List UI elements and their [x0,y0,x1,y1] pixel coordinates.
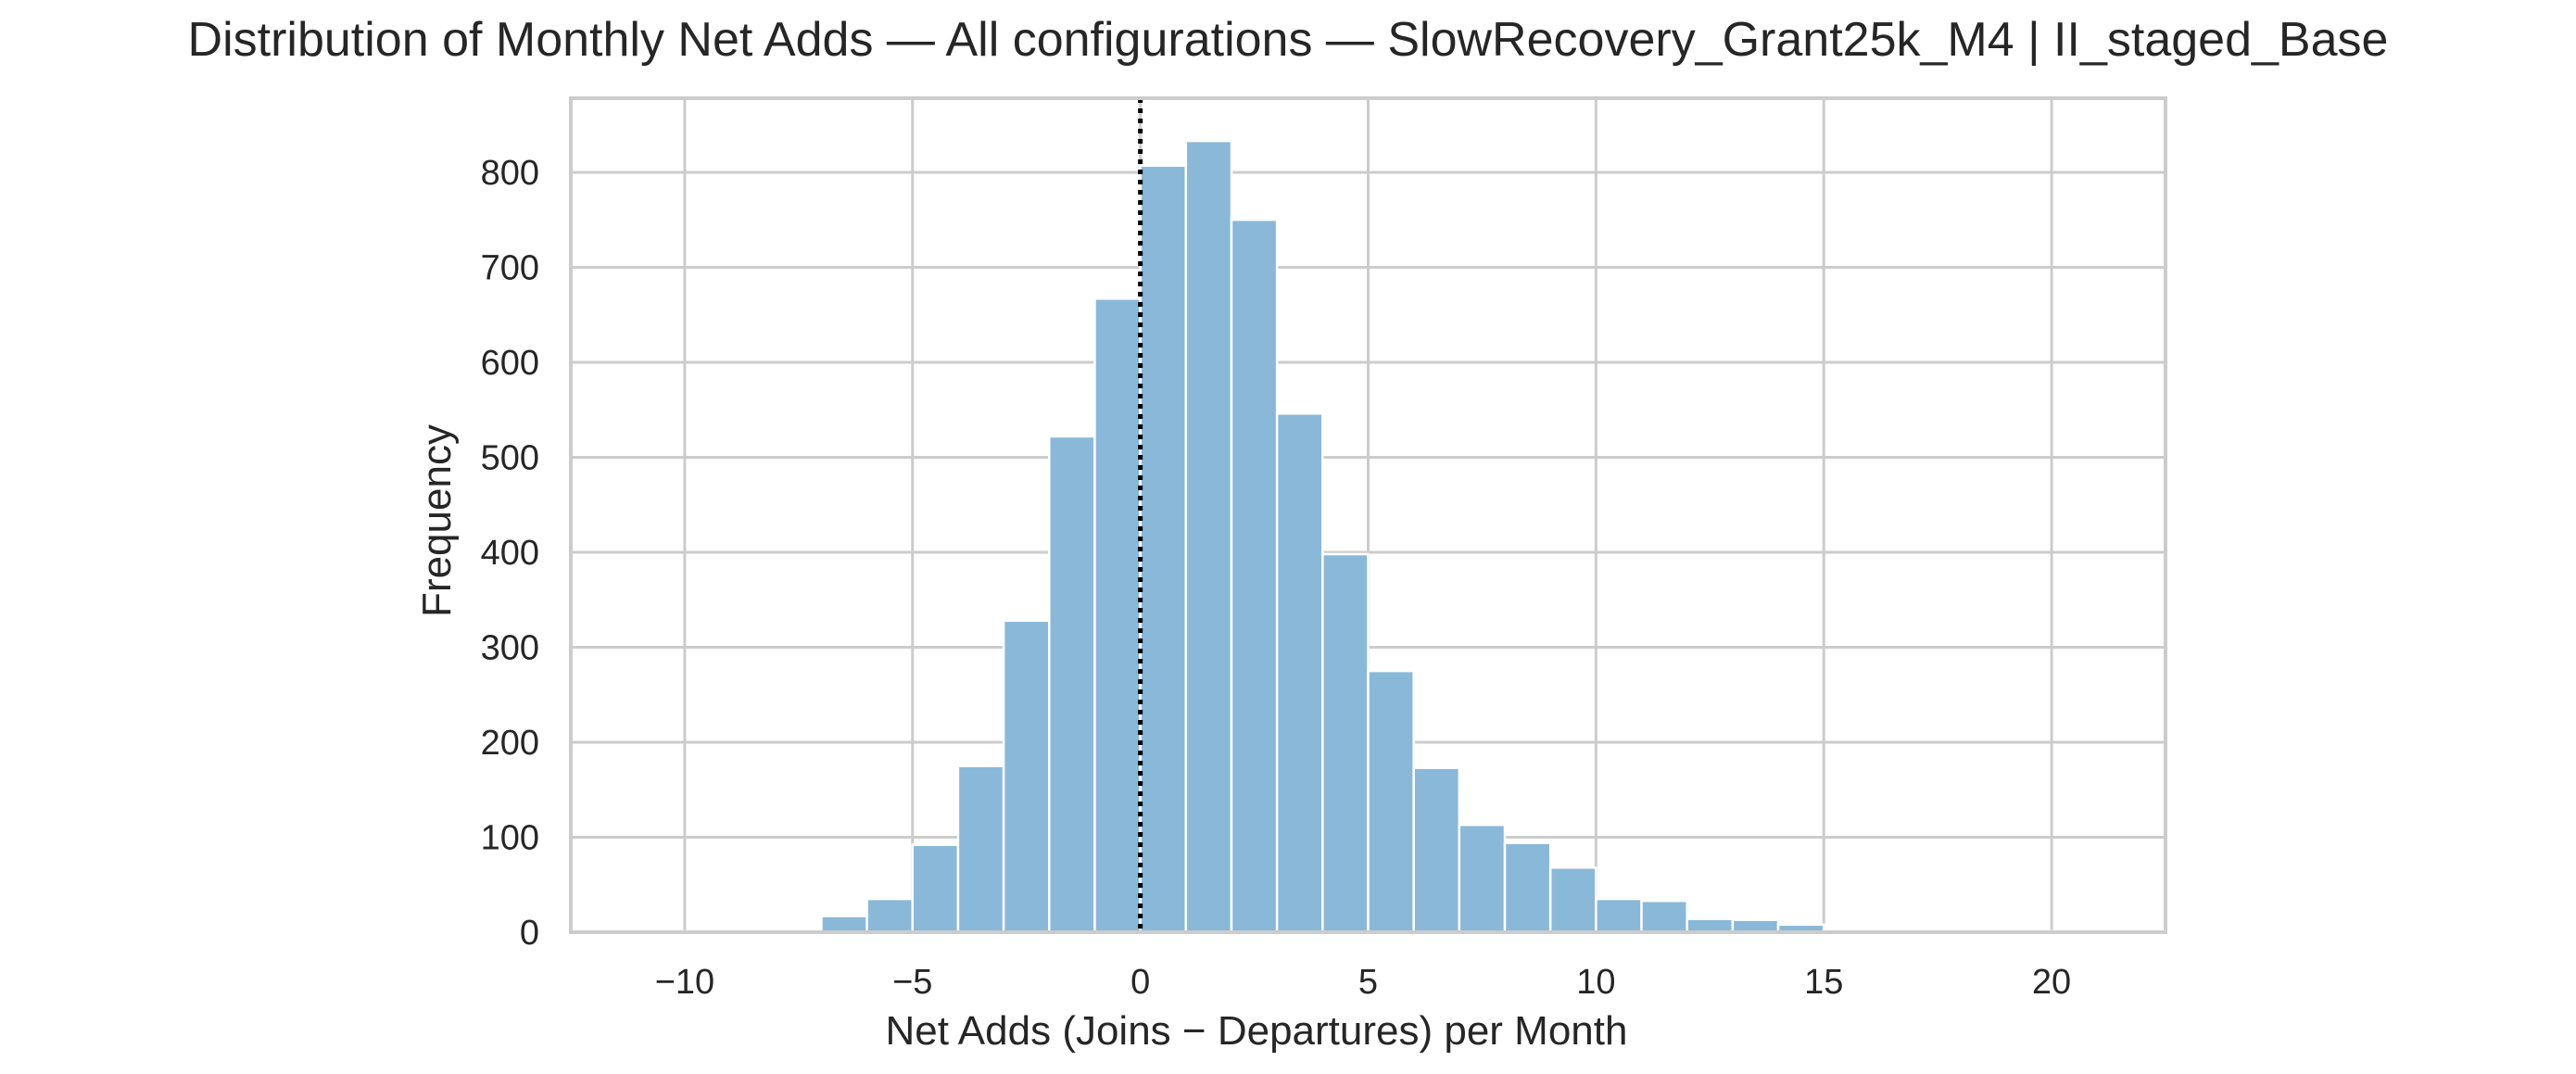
histogram-bar [1548,866,1597,934]
x-axis-label: Net Adds (Joins − Departures) per Month [886,1008,1628,1054]
x-tick-label: 15 [1804,963,1843,1002]
histogram-bar [865,897,915,934]
x-tick-label: 0 [1130,963,1150,1002]
histogram-bar [1367,669,1415,934]
histogram-bar [1503,841,1552,934]
histogram-bar [1640,899,1688,934]
histogram-bar [1184,139,1233,934]
x-tick-label: −5 [892,963,932,1002]
histogram-bar [1321,552,1370,934]
y-tick-label: 200 [481,724,539,763]
plot-frame [569,96,2167,934]
histogram-bars [820,139,2099,934]
y-tick-label: 800 [481,154,539,193]
y-tick-label: 0 [520,914,539,953]
histogram-bar [1230,218,1279,934]
y-tick-label: 500 [481,438,539,477]
histogram-bar [1002,619,1051,934]
histogram-bar [911,843,960,934]
histogram-bar [1458,823,1507,934]
y-tick-label: 100 [481,818,539,857]
histogram-bar [1412,766,1461,934]
chart-title: Distribution of Monthly Net Adds — All c… [188,13,2389,67]
y-axis-ticks: 0 100 200 300 400 500 600 700 800 [481,154,539,953]
x-tick-label: 5 [1358,963,1378,1002]
y-tick-label: 400 [481,534,539,573]
histogram-bar [1595,897,1643,934]
x-tick-label: 20 [2032,963,2071,1002]
grid-lines [571,98,2166,934]
histogram-bar [1139,164,1188,934]
histogram-bar [820,915,868,934]
histogram-bar [956,764,1005,934]
x-tick-label: 10 [1576,963,1615,1002]
x-tick-label: −10 [655,963,714,1002]
histogram-bar [1275,412,1324,934]
y-tick-label: 700 [481,248,539,287]
y-axis-label: Frequency [414,424,460,617]
histogram-bar [1048,435,1096,934]
y-tick-label: 600 [481,344,539,383]
histogram-bar [1686,917,1735,934]
x-axis-ticks: −10 −5 0 5 10 15 20 [655,963,2072,1002]
histogram-bar [1093,297,1142,934]
y-tick-label: 300 [481,628,539,667]
